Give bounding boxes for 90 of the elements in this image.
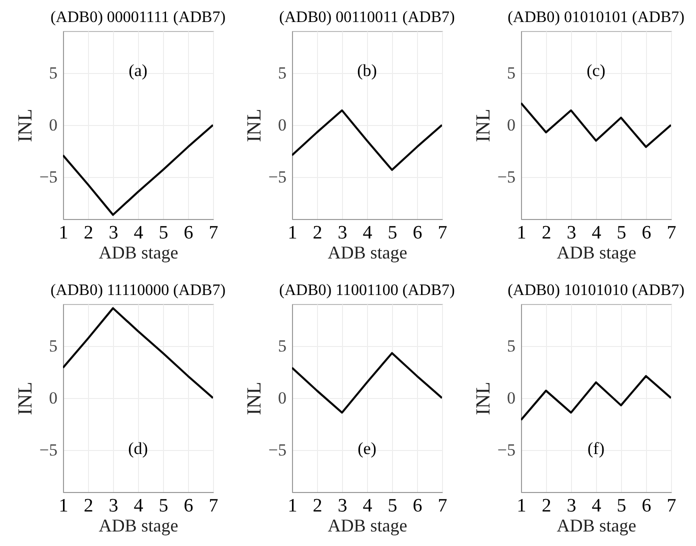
y-tick-label: 0: [49, 388, 58, 408]
x-tick-label: 3: [108, 496, 118, 516]
line-series: [63, 124, 213, 216]
y-tick-label: 0: [278, 116, 286, 134]
y-axis-title: INL: [243, 108, 266, 142]
y-tick-label: 0: [49, 116, 58, 134]
x-tick-label: 2: [312, 496, 322, 516]
x-tick-label: 3: [108, 222, 118, 244]
x-axis-title: ADB stage: [98, 242, 178, 262]
y-tick-label: 5: [278, 63, 286, 82]
y-tick-label: 5: [49, 63, 58, 82]
x-tick-label: 5: [616, 222, 626, 244]
x-tick-label: 6: [412, 222, 422, 244]
x-tick-label: 3: [566, 496, 576, 516]
x-tick-label: 4: [134, 222, 144, 244]
x-tick-label: 2: [84, 222, 94, 244]
x-tick-label: 7: [666, 222, 676, 244]
chart-title: (ADB0) 10101010 (ADB7): [508, 282, 684, 299]
x-tick-label: 7: [438, 496, 448, 516]
x-axis-title: ADB stage: [328, 516, 408, 536]
x-tick-label: 5: [388, 222, 398, 244]
x-tick-label: 3: [566, 222, 576, 244]
line-series: [521, 375, 671, 421]
x-tick-label: 1: [288, 222, 298, 244]
y-axis-title: INL: [14, 108, 36, 142]
x-tick-label: 2: [84, 496, 94, 516]
annotation: (f): [588, 439, 604, 458]
chart-title: (ADB0) 00110011 (ADB7): [279, 9, 455, 26]
x-tick-label: 7: [208, 496, 218, 516]
x-tick-label: 7: [438, 222, 448, 244]
chart-title: (ADB0) 11110000 (ADB7): [50, 282, 226, 299]
x-tick-label: 4: [592, 496, 602, 516]
x-tick-label: 4: [362, 496, 373, 516]
x-tick-label: 6: [642, 496, 652, 516]
x-tick-label: 3: [338, 222, 348, 244]
annotation: (d): [128, 439, 148, 458]
x-tick-label: 1: [288, 496, 298, 516]
x-tick-label: 6: [412, 496, 422, 516]
x-tick-label: 1: [516, 222, 526, 244]
x-tick-label: 5: [158, 222, 168, 244]
x-tick-label: 5: [158, 496, 168, 516]
y-tick-label: 5: [278, 336, 286, 356]
y-tick-label: 0: [278, 388, 286, 408]
annotation: (e): [358, 439, 376, 458]
y-tick-label: −5: [268, 440, 286, 460]
x-tick-label: 2: [542, 222, 552, 244]
chart-title: (ADB0) 00001111 (ADB7): [50, 9, 226, 26]
x-tick-label: 5: [616, 496, 626, 516]
x-tick-label: 6: [184, 496, 194, 516]
chart-title: (ADB0) 11001100 (ADB7): [279, 282, 455, 299]
annotation: (a): [128, 61, 148, 80]
x-tick-label: 2: [542, 496, 552, 516]
x-tick-label: 6: [642, 222, 652, 244]
line-series: [521, 102, 671, 148]
x-tick-label: 2: [312, 222, 322, 244]
x-axis-title: ADB stage: [556, 516, 636, 536]
x-tick-label: 1: [516, 496, 526, 516]
y-tick-label: −5: [39, 440, 58, 460]
y-axis-title: INL: [14, 382, 36, 416]
y-tick-label: 0: [507, 116, 516, 134]
y-tick-label: −5: [268, 168, 286, 187]
x-tick-label: 6: [184, 222, 194, 244]
chart-title: (ADB0) 01010101 (ADB7): [508, 9, 684, 26]
line-series: [292, 109, 442, 171]
y-axis-title: INL: [472, 108, 494, 142]
line-series: [292, 352, 442, 414]
y-tick-label: −5: [497, 168, 516, 187]
y-tick-label: 5: [507, 63, 516, 82]
y-tick-label: −5: [497, 440, 516, 460]
x-tick-label: 4: [134, 496, 144, 516]
annotation: (b): [357, 61, 377, 80]
y-tick-label: 5: [49, 336, 58, 356]
y-axis-title: INL: [472, 382, 494, 416]
x-axis-title: ADB stage: [556, 242, 636, 262]
y-tick-label: −5: [39, 168, 58, 187]
y-tick-label: 0: [507, 388, 516, 408]
y-tick-label: 5: [507, 336, 516, 356]
x-axis-title: ADB stage: [328, 242, 408, 262]
x-axis-title: ADB stage: [98, 516, 178, 536]
x-tick-label: 3: [338, 496, 348, 516]
x-tick-label: 1: [58, 496, 68, 516]
x-tick-label: 4: [592, 222, 602, 244]
y-axis-title: INL: [243, 382, 266, 416]
x-tick-label: 4: [362, 222, 373, 244]
x-tick-label: 5: [388, 496, 398, 516]
x-tick-label: 1: [58, 222, 68, 244]
x-tick-label: 7: [208, 222, 218, 244]
annotation: (c): [586, 61, 606, 80]
line-series: [63, 307, 213, 399]
x-tick-label: 7: [666, 496, 676, 516]
